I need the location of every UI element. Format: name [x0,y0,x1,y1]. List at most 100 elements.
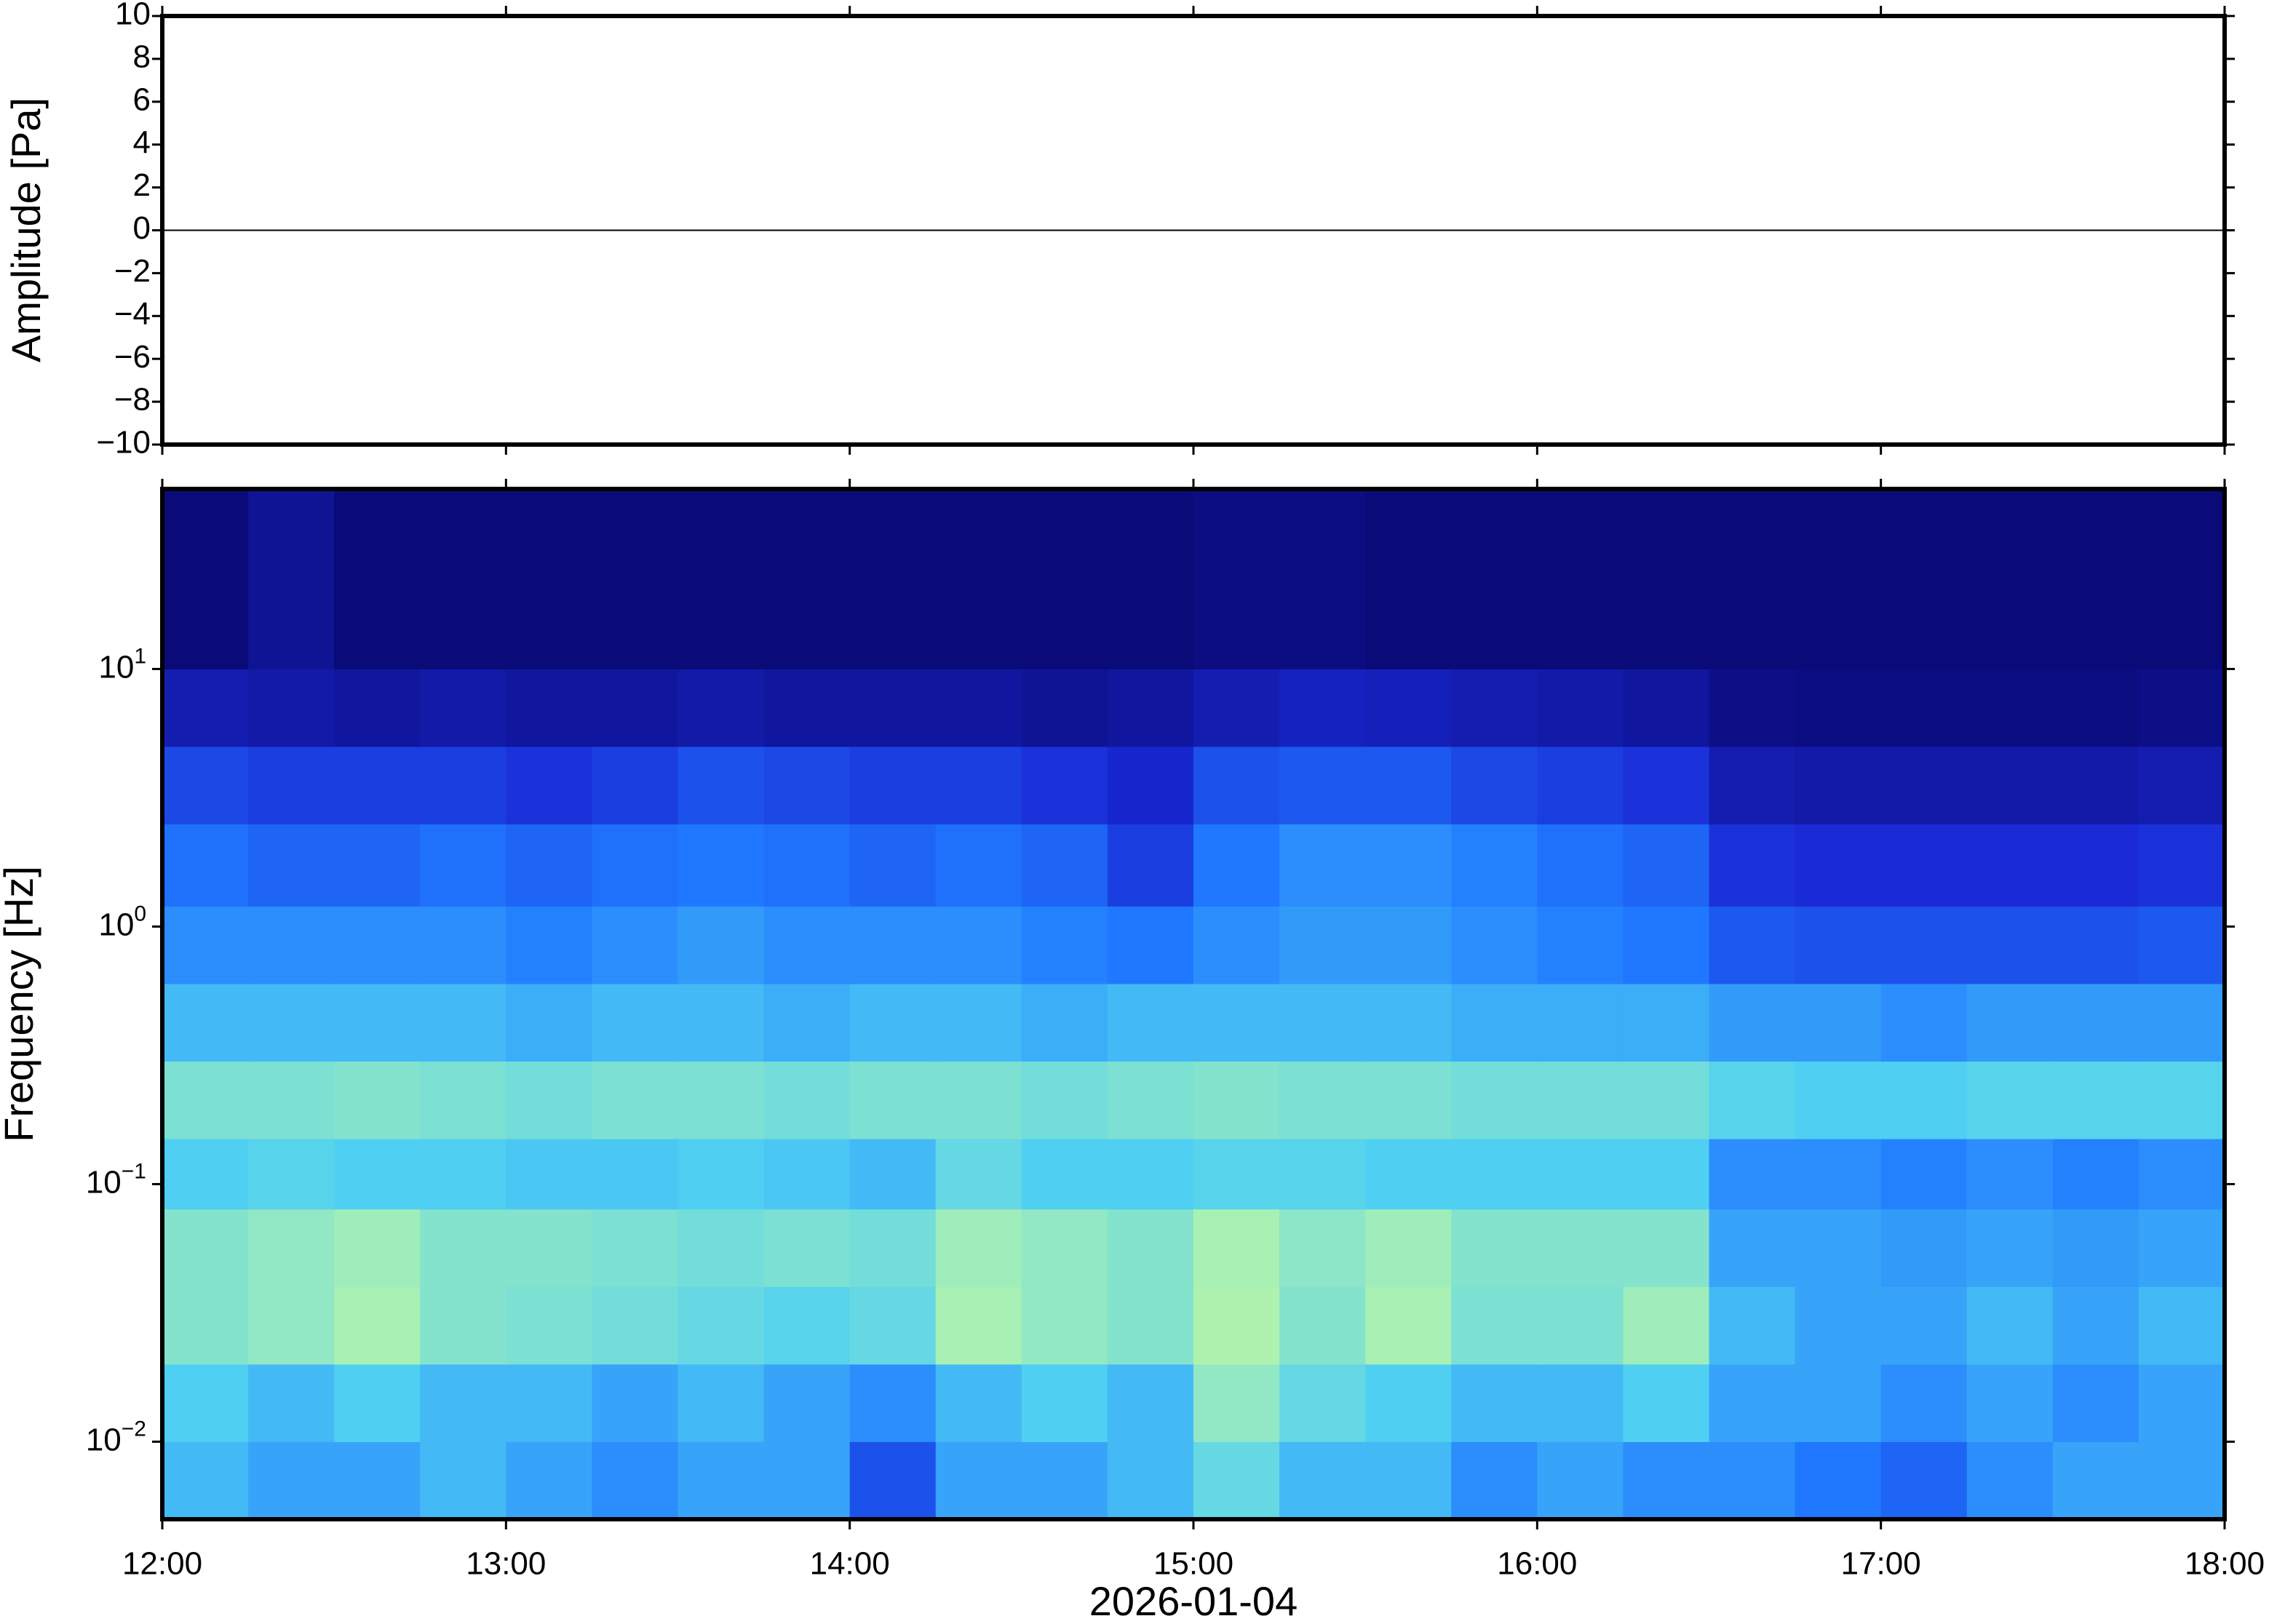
spectrogram-cell [1451,1209,1538,1287]
spectrogram-cell [420,747,506,825]
spectrogram-cell [849,1364,937,1442]
spectrogram-cell [506,1209,592,1287]
spectrogram-cell [1623,1286,1709,1365]
spectrogram-cell [1451,983,1538,1062]
spectrogram-cell [1107,489,1194,669]
spectrogram-cell [1279,669,1366,747]
spectrogram-cell [677,1364,765,1442]
y-tick-base: 10 [86,1422,122,1457]
spectrogram-cell [1537,489,1624,669]
spectrogram-cell [1451,824,1538,907]
spectrogram-cell [1279,1061,1366,1139]
spectrogram-cell [763,1061,851,1139]
spectrogram-cell [1966,1364,2054,1442]
y-tick-exponent: −1 [122,1159,146,1183]
spectrogram-cell [592,489,678,669]
spectrogram-cell [1451,1061,1538,1139]
y-tick-exponent: −2 [122,1417,146,1441]
spectrogram-cell [506,489,592,669]
spectrogram-cell [1880,1441,1968,1520]
spectrogram-cell [2138,1441,2225,1520]
spectrogram-cell [1966,1061,2054,1139]
spectrogram-cell [1795,669,1882,747]
spectrogram-cell [1451,489,1538,669]
spectrogram-cell [1107,1139,1194,1210]
spectrogram-cell [334,747,421,825]
spectrogram-cell [1107,1061,1194,1139]
y-tick-label: 101 [98,644,146,685]
spectrogram-cell [677,669,765,747]
spectrogram-cell [1966,489,2054,669]
spectrogram-cell [1623,906,1709,984]
spectrogram-cell [763,1209,851,1287]
y-tick-label: −4 [114,296,151,332]
spectrogram-cell [506,906,592,984]
spectrogram-cell [1279,906,1366,984]
spectrogram-cell [592,1364,678,1442]
spectrogram-cell [1795,1139,1882,1210]
spectrogram-cell [420,1441,506,1520]
spectrogram-cell [1623,824,1709,907]
spectrogram-cell [248,1364,335,1442]
spectrogram-cell [162,1209,249,1287]
spectrogram-cell [334,489,421,669]
spectrogram-cell [1365,1364,1452,1442]
spectrogram-cell [1451,1364,1538,1442]
spectrogram-cell [1880,1139,1968,1210]
spectrogram-cell [1107,1364,1194,1442]
y-tick-base: 10 [86,1164,122,1200]
x-tick-label: 13:00 [466,1546,546,1582]
spectrogram-cell [248,906,335,984]
spectrogram-cell [592,1286,678,1365]
spectrogram-cell [2138,1286,2225,1365]
spectrogram-cell [334,1286,421,1365]
spectrogram-cell [1880,824,1968,907]
spectrogram-cell [1795,1364,1882,1442]
spectrogram-cell [1279,824,1366,907]
spectrogram-cell [677,1139,765,1210]
spectrogram-cell [1107,906,1194,984]
spectrogram-cell [935,1286,1022,1365]
spectrogram-cell [1623,1364,1709,1442]
spectrogram-cell [849,824,937,907]
spectrogram-cell [592,669,678,747]
spectrogram-cell [2138,747,2225,825]
spectrogram-cell [162,1364,249,1442]
spectrogram-cell [1880,669,1968,747]
spectrogram-cell [2052,906,2139,984]
spectrogram-cell [1623,1209,1709,1287]
spectrogram-cell [1795,1209,1882,1287]
spectrogram-cell [334,906,421,984]
spectrogram-cell [1021,1364,1108,1442]
spectrogram-cell [1107,1441,1194,1520]
spectrogram-cell [1021,1441,1108,1520]
spectrogram-cell [1021,1209,1108,1287]
spectrogram-cell [935,1364,1022,1442]
spectrogram-cell [1880,1286,1968,1365]
y-tick-label: 10−2 [86,1417,146,1457]
spectrogram-cell [506,747,592,825]
spectrogram-cell [2138,669,2225,747]
spectrogram-cell [506,1286,592,1365]
spectrogram-cell [1279,1139,1366,1210]
spectrogram-cell [420,824,506,907]
spectrogram-cell [248,1139,335,1210]
spectrogram-cell [506,1061,592,1139]
spectrogram-cell [2052,1286,2139,1365]
spectrogram-cell [248,489,335,669]
spectrogram-cell [2052,983,2139,1062]
x-tick-label: 17:00 [1841,1546,1921,1582]
spectrogram-cell [1966,983,2054,1062]
spectrogram-cell [1537,669,1624,747]
y-tick-label: 100 [98,901,146,942]
x-axis-label: 2026-01-04 [1089,1578,1298,1624]
spectrogram-cell [2052,824,2139,907]
spectrogram-cell [1537,747,1624,825]
spectrogram-cell [677,983,765,1062]
spectrogram-cell [162,1286,249,1365]
spectrogram-cell [1537,1441,1624,1520]
spectrogram-cell [1709,824,1796,907]
spectrogram-cell [849,983,937,1062]
spectrogram-cell [162,824,249,907]
